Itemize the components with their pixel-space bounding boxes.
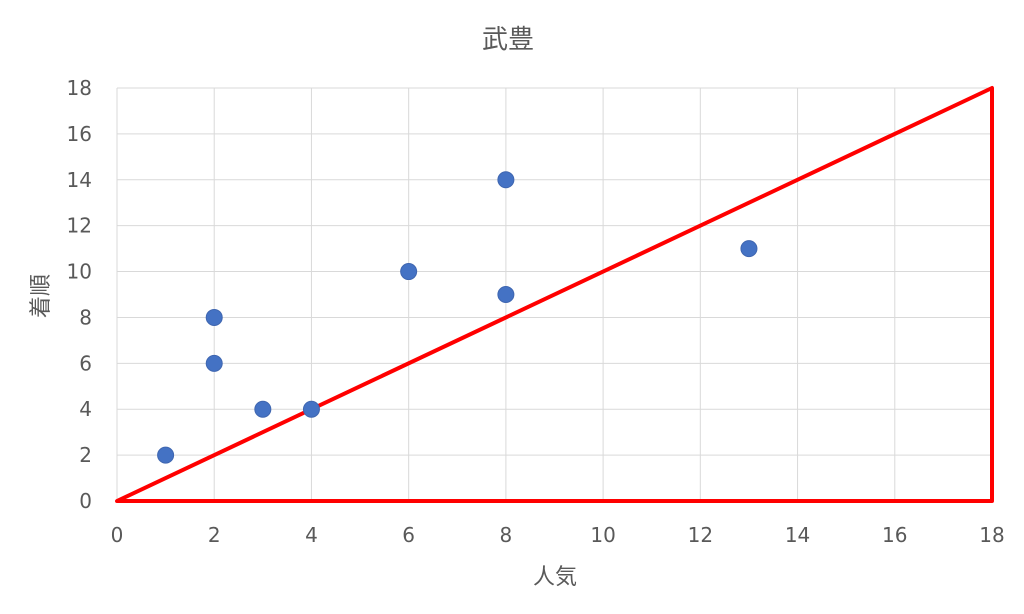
annotations: [115, 86, 994, 503]
y-tick-label: 0: [79, 489, 92, 513]
y-tick-label: 2: [79, 443, 92, 467]
x-tick-label: 8: [500, 523, 513, 547]
y-axis-ticks: 0 2 4 6 8 10 12 14 16 18: [67, 76, 92, 513]
y-axis-label: 着順: [29, 274, 54, 318]
x-tick-label: 4: [305, 523, 318, 547]
x-tick-label: 2: [208, 523, 221, 547]
data-points: [157, 171, 758, 464]
x-axis-label: 人気: [533, 565, 577, 590]
data-point: [740, 240, 758, 258]
y-tick-label: 18: [67, 76, 92, 100]
data-point: [497, 286, 515, 303]
x-tick-label: 18: [979, 523, 1004, 547]
chart-title: 武豊: [482, 25, 534, 55]
x-tick-label: 12: [688, 523, 713, 547]
y-tick-label: 4: [79, 397, 92, 421]
y-tick-label: 14: [67, 168, 92, 192]
data-point: [302, 400, 320, 418]
x-tick-label: 10: [590, 523, 615, 547]
data-point: [497, 171, 515, 189]
data-point: [254, 400, 272, 418]
y-tick-label: 16: [67, 122, 92, 146]
data-point: [157, 446, 175, 464]
data-point: [400, 263, 418, 281]
x-axis-ticks: 0 2 4 6 8 10 12 14 16 18: [111, 523, 1005, 547]
y-tick-label: 12: [67, 214, 92, 238]
x-tick-label: 0: [111, 523, 124, 547]
data-point: [205, 308, 223, 326]
x-tick-label: 14: [785, 523, 810, 547]
x-tick-label: 16: [882, 523, 907, 547]
y-tick-label: 6: [79, 351, 92, 375]
x-tick-label: 6: [402, 523, 415, 547]
red-triangle-annotation: [115, 86, 994, 503]
data-point: [205, 354, 223, 372]
y-tick-label: 8: [79, 305, 92, 329]
y-tick-label: 10: [67, 260, 92, 284]
